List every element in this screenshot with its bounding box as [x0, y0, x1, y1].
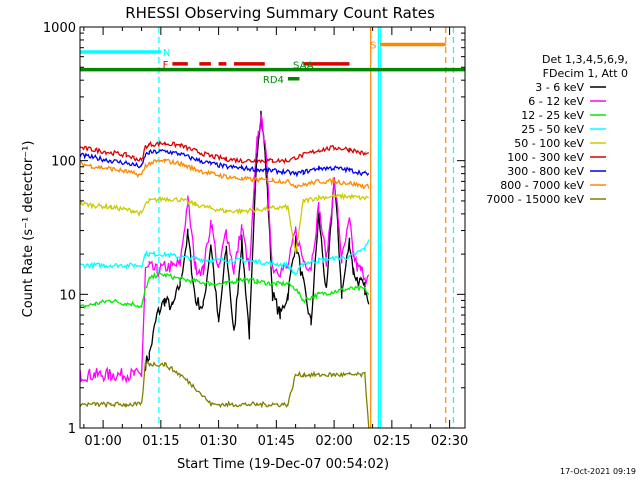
- y-tick-label: 1000: [43, 21, 76, 36]
- legend-entry-label: 3 - 6 keV: [535, 81, 584, 94]
- plot-content: NF SAA RD4 S: [80, 27, 465, 428]
- series-line: [80, 361, 370, 428]
- legend-entry-label: 7000 - 15000 keV: [486, 193, 584, 206]
- legend-entry-label: 800 - 7000 keV: [500, 179, 584, 192]
- x-tick-label: 01:15: [142, 434, 179, 449]
- legend-entry-label: 300 - 800 keV: [507, 165, 584, 178]
- series-line: [144, 110, 370, 371]
- x-tick-label: 01:30: [200, 434, 237, 449]
- series-line: [80, 192, 369, 254]
- legend-entry-label: 50 - 100 keV: [514, 137, 584, 150]
- series-line: [80, 271, 370, 310]
- x-tick-label: 02:00: [315, 434, 352, 449]
- legend-entry-label: 100 - 300 keV: [507, 151, 584, 164]
- legend-entry-label: 6 - 12 keV: [528, 95, 584, 108]
- legend: Det 1,3,4,5,6,9,FDecim 1, Att 03 - 6 keV…: [486, 53, 628, 206]
- x-axis-title: Start Time (19-Dec-07 00:54:02): [177, 457, 389, 472]
- y-tick-label: 10: [59, 288, 76, 303]
- x-tick-label: 02:30: [431, 434, 468, 449]
- x-tick-label: 01:45: [258, 434, 295, 449]
- flag-label: S: [370, 40, 376, 51]
- series-line: [80, 114, 370, 384]
- flag-label: SAA: [293, 61, 314, 72]
- plot-frame: [79, 26, 466, 429]
- y-tick-label: 100: [51, 155, 76, 170]
- series-line: [80, 239, 370, 276]
- y-tick-label: 1: [68, 422, 76, 437]
- legend-entry-label: 12 - 25 keV: [521, 109, 584, 122]
- legend-header: Det 1,3,4,5,6,9,: [542, 53, 628, 66]
- x-tick-label: 02:15: [373, 434, 410, 449]
- timestamp: 17-Oct-2021 09:19: [560, 467, 636, 476]
- legend-header: FDecim 1, Att 0: [543, 67, 628, 80]
- flag-label: RD4: [263, 75, 284, 86]
- legend-entry-label: 25 - 50 keV: [521, 123, 584, 136]
- axes: 1 10 100 1000 01:00 01:15 01:30 01:45 02:00 02:15…: [43, 21, 468, 449]
- flag-label: F: [163, 60, 169, 71]
- flag-label: N: [163, 48, 170, 59]
- series-line: [80, 158, 370, 190]
- y-axis-title: Count Rate (s⁻¹ detector⁻¹): [21, 141, 36, 318]
- series-line: [80, 140, 369, 165]
- chart-title: RHESSI Observing Summary Count Rates: [125, 4, 435, 22]
- series-line: [80, 148, 370, 178]
- svg-text:Count Rate (s⁻¹ detector⁻¹): Count Rate (s⁻¹ detector⁻¹): [21, 141, 36, 318]
- x-tick-label: 01:00: [84, 434, 121, 449]
